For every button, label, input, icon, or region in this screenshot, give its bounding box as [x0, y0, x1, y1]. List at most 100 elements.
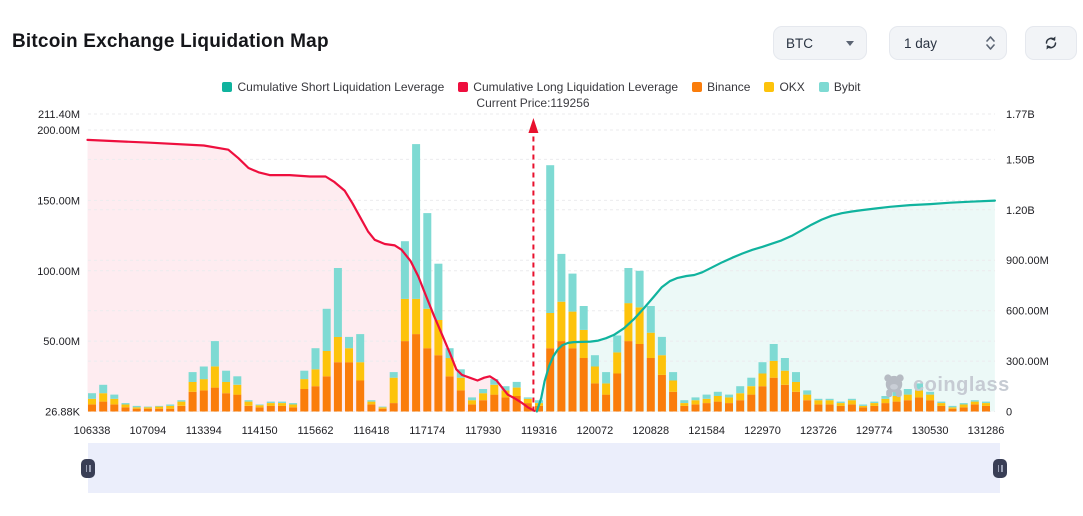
legend-item-4[interactable]: Bybit — [818, 80, 861, 94]
range-slider[interactable] — [81, 443, 1007, 493]
bar-okx — [222, 381, 231, 394]
chart-legend: Cumulative Short Liquidation Leverage Cum… — [0, 80, 1083, 94]
bar-bybit — [970, 400, 979, 402]
bar-okx — [188, 381, 197, 392]
legend-label: Cumulative Short Liquidation Leverage — [237, 80, 445, 94]
bar-binance — [333, 362, 342, 412]
bar-okx — [110, 398, 119, 405]
bar-binance — [278, 405, 286, 412]
liquidation-map-chart[interactable]: 211.40M 200.00M 150.00M 100.00M 50.00M 26.88K… — [0, 95, 1083, 445]
bar-okx — [881, 398, 890, 403]
bar-binance — [490, 394, 499, 412]
legend-item-3[interactable]: OKX — [764, 80, 805, 94]
bar-bybit — [669, 372, 678, 381]
bar-okx — [736, 393, 745, 401]
bar-bybit — [870, 401, 879, 403]
bar-binance — [792, 391, 800, 412]
bar-bybit — [769, 344, 778, 361]
legend-swatch — [692, 82, 703, 92]
bar-binance — [512, 396, 521, 412]
bar-okx — [311, 369, 320, 387]
bar-binance — [367, 404, 376, 412]
bar-binance — [557, 341, 566, 412]
bar-okx — [747, 386, 756, 395]
bar-bybit — [501, 386, 510, 391]
bar-binance — [110, 404, 119, 412]
bar-okx — [322, 351, 331, 377]
bar-bybit — [579, 306, 588, 330]
interval-select[interactable]: 1 day — [889, 26, 1007, 60]
x-axis-tick: 117930 — [465, 425, 501, 437]
bar-binance — [602, 394, 611, 412]
bar-bybit — [512, 381, 521, 388]
x-axis-tick: 117174 — [409, 425, 445, 437]
left-axis-tick: 26.88K — [45, 407, 81, 419]
bar-okx — [568, 311, 577, 349]
bar-bybit — [88, 393, 96, 399]
bar-binance — [255, 407, 264, 412]
bar-bybit — [624, 268, 633, 304]
bar-okx — [780, 370, 789, 385]
bar-binance — [646, 358, 655, 412]
bar-okx — [501, 390, 510, 398]
bar-binance — [613, 373, 622, 412]
bar-bybit — [937, 401, 946, 403]
bar-binance — [959, 407, 968, 412]
bar-binance — [825, 404, 834, 412]
cumulative-line-1 — [535, 199, 997, 413]
bar-binance — [579, 358, 588, 412]
bar-binance — [412, 334, 421, 412]
bar-bybit — [155, 405, 164, 407]
x-axis-tick: 114150 — [242, 425, 278, 437]
slider-handle-right[interactable] — [993, 459, 1007, 478]
bar-bybit — [479, 389, 488, 394]
refresh-button[interactable] — [1025, 26, 1077, 60]
bar-okx — [903, 394, 912, 401]
right-axis-tick: 1.50B — [1006, 154, 1035, 166]
bar-okx — [825, 400, 834, 405]
bar-bybit — [121, 403, 130, 405]
bar-binance — [199, 390, 208, 412]
area-fill-0 — [87, 139, 535, 412]
x-axis-tick: 113394 — [186, 425, 222, 437]
symbol-select[interactable]: BTC — [773, 26, 867, 60]
bar-okx — [713, 396, 722, 402]
bar-okx — [132, 407, 141, 409]
x-axis-tick: 119316 — [521, 425, 557, 437]
bar-binance — [970, 404, 979, 412]
bar-binance — [210, 387, 219, 412]
bar-binance — [289, 407, 298, 412]
bar-okx — [99, 393, 108, 402]
bar-binance — [713, 401, 722, 412]
bar-binance — [166, 408, 175, 412]
bar-binance — [926, 400, 935, 412]
bar-bybit — [915, 383, 923, 391]
bar-binance — [434, 355, 443, 412]
bar-binance — [88, 404, 96, 412]
bar-binance — [345, 362, 353, 412]
x-axis-tick: 129774 — [856, 425, 893, 437]
bar-binance — [982, 405, 990, 412]
bar-okx — [613, 352, 622, 374]
legend-label: Cumulative Long Liquidation Leverage — [473, 80, 679, 94]
bar-okx — [982, 403, 990, 406]
slider-handle-left[interactable] — [81, 459, 95, 478]
bar-bybit — [646, 306, 655, 333]
bar-binance — [535, 405, 543, 412]
bar-bybit — [322, 308, 331, 351]
bar-okx — [657, 355, 666, 375]
bar-okx — [333, 336, 342, 363]
bar-okx — [289, 404, 298, 408]
bar-bybit — [602, 372, 611, 384]
bar-bybit — [389, 372, 398, 378]
legend-item-1[interactable]: Cumulative Long Liquidation Leverage — [458, 80, 678, 94]
bar-okx — [468, 400, 476, 405]
bar-bybit — [557, 253, 566, 302]
bar-bybit — [400, 241, 409, 299]
legend-item-2[interactable]: Binance — [692, 80, 750, 94]
left-axis-tick: 50.00M — [43, 336, 80, 348]
bar-binance — [769, 377, 778, 412]
legend-item-0[interactable]: Cumulative Short Liquidation Leverage — [222, 80, 444, 94]
bar-bybit — [982, 401, 990, 403]
bar-binance — [456, 390, 465, 412]
